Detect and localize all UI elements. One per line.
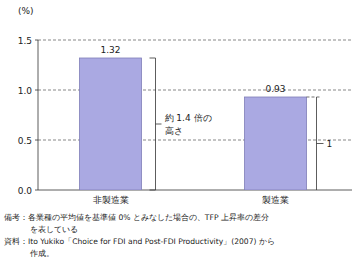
bars — [80, 58, 307, 190]
y-tick-label: 0.0 — [18, 186, 33, 196]
annotation: 高さ — [165, 126, 183, 136]
y-tick-label: 1.5 — [18, 36, 32, 46]
y-axis-label: (%) — [18, 6, 34, 16]
y-tick — [35, 190, 38, 191]
bar — [245, 97, 307, 190]
bracket — [150, 58, 156, 190]
annotation: 約 1.4 倍の — [165, 113, 212, 123]
footnote: 備考：各業種の平均値を基準値 0% とみなした場合の、TFP 上昇率の差分 — [4, 213, 269, 222]
grid-line — [38, 40, 352, 41]
data-label: 1.32 — [100, 45, 120, 55]
y-tick-label: 0.5 — [18, 136, 32, 146]
reference-line — [307, 97, 321, 98]
footnote: 作成。 — [29, 249, 54, 258]
y-tick — [35, 140, 38, 141]
bracket-tip — [317, 143, 324, 144]
data-label: 0.93 — [265, 84, 285, 94]
footnote: 資料：Ito Yukiko「Choice for FDI and Post-FD… — [4, 237, 275, 246]
chart: (%) 0.0 0.5 1.0 1.5 1.32 0.93 非製造業 製造業 約 1.4 倍の高さ… — [0, 0, 359, 268]
x-tick-label: 製造業 — [262, 195, 289, 205]
x-tick-label: 非製造業 — [93, 195, 129, 205]
y-tick — [35, 40, 38, 41]
annotation: 1 — [327, 139, 333, 149]
y-axis — [38, 40, 39, 190]
bar — [80, 58, 142, 190]
bracket-tip — [156, 124, 162, 125]
footnote: を表している — [30, 225, 78, 234]
y-tick — [35, 90, 38, 91]
y-tick-label: 1.0 — [18, 86, 33, 96]
